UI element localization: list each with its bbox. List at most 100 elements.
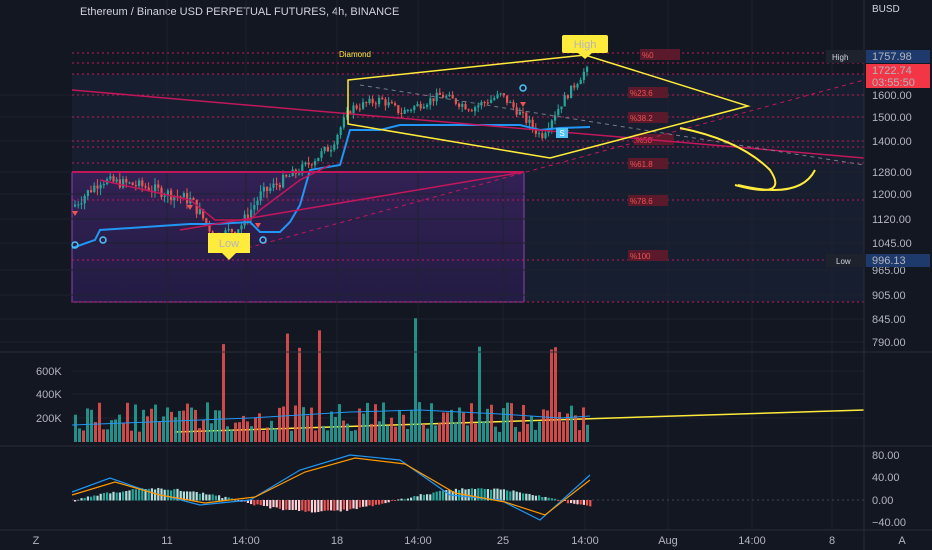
candle-body <box>490 99 493 103</box>
osc-bar <box>416 496 419 501</box>
osc-bar <box>147 488 150 501</box>
osc-bar <box>365 500 368 507</box>
candle-body <box>416 103 419 107</box>
volume-bar <box>230 429 233 442</box>
candle-body <box>515 107 518 115</box>
volume-bar <box>134 404 137 442</box>
candle-body <box>493 98 496 100</box>
candle-body <box>109 176 112 180</box>
osc-bar <box>163 489 166 501</box>
volume-bar <box>542 409 545 442</box>
volume-bar <box>566 413 569 442</box>
volume-bar <box>330 411 333 442</box>
fib-label-bg <box>628 195 668 206</box>
candle-body <box>250 209 253 220</box>
candle-body <box>480 102 483 106</box>
volume-bar <box>470 403 473 442</box>
osc-bar <box>400 498 403 501</box>
candle-body <box>394 103 397 106</box>
osc-bar <box>490 489 493 501</box>
time-tick: 14:00 <box>404 535 432 547</box>
osc-bar <box>291 500 294 511</box>
volume-bar <box>250 426 253 442</box>
candle-body <box>317 157 320 162</box>
osc-bar <box>554 498 557 501</box>
s-marker-bg <box>556 128 568 138</box>
candle-body <box>378 97 381 105</box>
candle-body <box>96 185 99 189</box>
osc-bar <box>397 499 400 501</box>
signal-marker <box>99 236 107 244</box>
volume-bar <box>214 410 217 442</box>
osc-bar <box>336 500 339 511</box>
low-tag-bg <box>208 233 250 253</box>
candle-body <box>346 111 349 118</box>
volume-bar <box>530 416 533 442</box>
fib-label-bg <box>628 158 668 169</box>
volume-bar <box>426 428 429 442</box>
volume-bar <box>506 402 509 442</box>
osc-bar <box>358 500 361 508</box>
volume-bar <box>106 429 109 442</box>
volume-bar <box>110 420 113 442</box>
candle-body <box>314 161 317 166</box>
volume-bar <box>554 347 557 442</box>
candle-body <box>112 176 115 182</box>
candle-body <box>563 95 566 107</box>
candle-body <box>419 103 422 109</box>
candle-body <box>483 102 486 104</box>
volume-bar <box>446 412 449 442</box>
volume-bar <box>118 414 121 442</box>
candle-body <box>374 103 377 105</box>
fib-label-bg <box>640 49 680 60</box>
low-value: 996.13 <box>872 255 906 267</box>
volume-bar <box>414 318 417 442</box>
osc-bar <box>534 495 537 501</box>
osc-bar <box>576 500 579 505</box>
volume-bar <box>438 422 441 442</box>
candle-body <box>454 98 457 104</box>
volume-bar <box>466 425 469 442</box>
volume-bar <box>338 404 341 442</box>
osc-bar <box>259 500 262 506</box>
volume-bar <box>334 416 337 442</box>
osc-bar <box>557 500 560 501</box>
volume-bar <box>114 419 117 442</box>
candle-body <box>227 228 230 231</box>
osc-bar <box>269 500 272 509</box>
osc-bar <box>102 492 105 501</box>
volume-bar <box>486 408 489 442</box>
candle-body <box>288 176 291 178</box>
volume-bar <box>370 423 373 442</box>
time-tick: 25 <box>497 535 509 547</box>
osc-bar <box>531 495 534 501</box>
osc-bar <box>506 490 509 501</box>
osc-bar <box>234 499 237 501</box>
volume-bar <box>122 423 125 442</box>
osc-tick: −40.00 <box>872 517 906 529</box>
candle-body <box>86 190 89 196</box>
osc-bar <box>362 500 365 507</box>
volume-bar <box>498 431 501 442</box>
candle-body <box>186 193 189 204</box>
osc-bar <box>480 488 483 501</box>
osc-signal <box>71 457 591 516</box>
candle-body <box>237 229 240 234</box>
candle-body <box>83 195 86 204</box>
high-name-bg <box>826 50 866 63</box>
volume-bar <box>382 402 385 442</box>
volume-bar <box>526 424 529 442</box>
osc-bar <box>330 500 333 511</box>
osc-bar <box>499 489 502 501</box>
osc-bar <box>294 500 297 510</box>
candle-body <box>349 111 352 114</box>
volume-bar <box>274 428 277 442</box>
candle-body <box>525 112 528 123</box>
candle-body <box>352 105 355 114</box>
volume-bar <box>226 426 229 442</box>
osc-tick: 80.00 <box>872 450 900 462</box>
osc-bar <box>589 500 592 507</box>
osc-bar <box>134 489 137 501</box>
